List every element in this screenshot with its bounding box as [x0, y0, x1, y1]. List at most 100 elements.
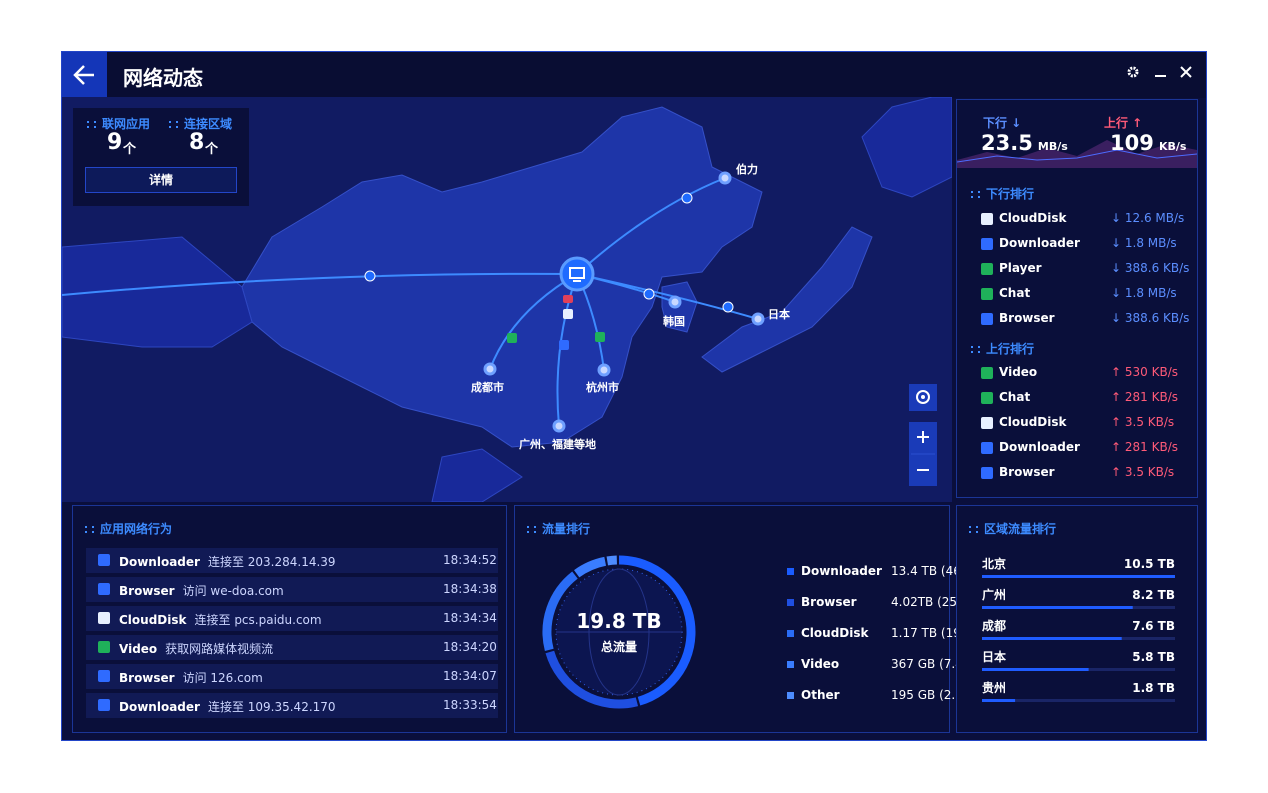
window: 网络动态 — [61, 51, 1207, 741]
region-name: 广州 — [982, 587, 1006, 602]
app-name-action: Downloader 连接至 203.284.14.39 — [119, 553, 336, 570]
back-button[interactable] — [62, 52, 107, 98]
donut-segment — [542, 571, 578, 652]
app-rate: ↓ 1.8 MB/s — [1111, 236, 1177, 250]
app-icon — [98, 612, 110, 624]
window-controls — [1127, 66, 1192, 78]
app-icon — [98, 641, 110, 653]
app-icon — [981, 288, 993, 300]
panel-title: 上行排行 — [971, 340, 1034, 357]
app-name: Video — [999, 365, 1038, 379]
summary-items: 联网应用 9 个连接区域 8 个 — [73, 108, 249, 168]
region-name: 成都 — [982, 618, 1006, 633]
app-icon — [981, 367, 993, 379]
place-label: 杭州市 — [586, 380, 619, 394]
traffic-panel: 流量排行 19.8 TB 总流量 Downloader 13.4 TB (46%)… — [514, 505, 991, 733]
up-value: 109 — [1110, 131, 1154, 155]
legend-swatch — [787, 630, 794, 637]
app-icon — [981, 442, 993, 454]
legend-swatch — [787, 661, 794, 668]
region-panel: 区域流量排行 北京 10.5 TB 广州 8.2 TB 成都 7.6 TB 日本 5.8 TB… — [956, 505, 1198, 733]
action: 连接至 pcs.paidu.com — [194, 613, 322, 627]
region-value: 8.2 TB — [1132, 588, 1175, 602]
behavior-row: Browser 访问 126.com 18:34:07 — [86, 664, 498, 689]
region-bar — [982, 575, 1175, 578]
page-title: 网络动态 — [123, 66, 203, 90]
legend-name: Other — [801, 688, 840, 702]
app-name: Downloader — [119, 700, 200, 714]
app-name-action: Browser 访问 we-doa.com — [119, 582, 284, 599]
app-name: Video — [119, 642, 158, 656]
region-name: 北京 — [982, 556, 1006, 571]
close-button[interactable] — [1180, 66, 1192, 78]
place-label: 广州、福建等地 — [519, 437, 596, 451]
panel-title: 区域流量排行 — [969, 520, 1056, 537]
donut-segment — [606, 555, 618, 566]
time: 18:34:20 — [443, 640, 497, 654]
region-bar — [982, 699, 1016, 702]
legend-name: CloudDisk — [801, 626, 869, 640]
action: 访问 we-doa.com — [182, 584, 284, 598]
summary-box: 联网应用 9 个连接区域 8 个 详情 — [73, 108, 249, 206]
app-name-action: Downloader 连接至 109.35.42.170 — [119, 698, 336, 715]
down-label: 下行 ↓ — [983, 116, 1022, 130]
app-name: CloudDisk — [999, 415, 1067, 429]
app-icon — [981, 213, 993, 225]
back-icon — [73, 65, 94, 85]
app-name: Browser — [119, 584, 175, 598]
action: 访问 126.com — [182, 671, 263, 685]
region-bar — [982, 637, 1122, 640]
region-value: 10.5 TB — [1124, 557, 1175, 571]
app-icon — [981, 417, 993, 429]
donut-segment — [618, 555, 696, 706]
map-controls — [909, 384, 937, 486]
rate-panel: 下行 ↓ 23.5 MB/s 上行 ↑ 109 KB/s 下行排行 CloudD… — [956, 99, 1198, 498]
time: 18:34:34 — [443, 611, 497, 625]
legend-value: 1.17 TB (19%) — [891, 626, 977, 640]
donut-segment — [545, 650, 639, 709]
traffic-donut: 19.8 TB 总流量 — [542, 555, 696, 709]
legend-value: 13.4 TB (46%) — [891, 564, 977, 578]
app-name: Browser — [119, 671, 175, 685]
details-button[interactable]: 详情 — [85, 167, 237, 193]
legend-name: Downloader — [801, 564, 882, 578]
behavior-list: Downloader 连接至 203.284.14.39 18:34:52 Brows… — [73, 548, 506, 728]
down-unit: MB/s — [1037, 140, 1068, 153]
summary-unit: 个 — [205, 142, 219, 157]
rate-wave — [957, 140, 1197, 168]
app-icon — [98, 699, 110, 711]
app-icon — [98, 670, 110, 682]
donut-segment — [574, 556, 607, 578]
region-bar — [982, 668, 1089, 671]
app-name: Downloader — [999, 236, 1080, 250]
legend-name: Video — [801, 657, 840, 671]
region-value: 1.8 TB — [1132, 681, 1175, 695]
summary-unit: 个 — [123, 142, 137, 157]
panel-title: 流量排行 — [527, 520, 590, 537]
zoom-in-button[interactable] — [917, 431, 929, 443]
app-rate: ↓ 388.6 KB/s — [1111, 261, 1190, 275]
region-track — [982, 699, 1175, 702]
app-rate: ↑ 281 KB/s — [1111, 440, 1178, 454]
action: 连接至 109.35.42.170 — [207, 700, 336, 714]
total-label: 总流量 — [601, 639, 637, 654]
summary-value: 8 — [189, 130, 205, 155]
app-icon — [98, 554, 110, 566]
summary-label: 连接区域 — [169, 115, 232, 132]
legend-value: 4.02TB (25%) — [891, 595, 974, 609]
behavior-row: Downloader 连接至 109.35.42.170 18:33:54 — [86, 693, 498, 718]
app-name: Downloader — [119, 555, 200, 569]
behavior-panel: 应用网络行为 Downloader 连接至 203.284.14.39 18:34:… — [72, 505, 507, 733]
app-name: CloudDisk — [999, 211, 1067, 225]
legend-swatch — [787, 599, 794, 606]
app-name-action: Browser 访问 126.com — [119, 669, 263, 686]
settings-button[interactable] — [1127, 66, 1139, 78]
app-name-action: Video 获取网路媒体视频流 — [119, 640, 273, 657]
region-value: 5.8 TB — [1132, 650, 1175, 664]
up-list: Video ↑ 530 KB/s Chat ↑ 281 KB/s CloudDisk ↑ … — [957, 360, 1197, 490]
total-value: 19.8 TB — [576, 609, 661, 633]
app-rate: ↓ 388.6 KB/s — [1111, 311, 1190, 325]
region-bars: 北京 10.5 TB 广州 8.2 TB 成都 7.6 TB 日本 5.8 TB 贵州 1.8 T… — [982, 556, 1175, 702]
time: 18:33:54 — [443, 698, 497, 712]
